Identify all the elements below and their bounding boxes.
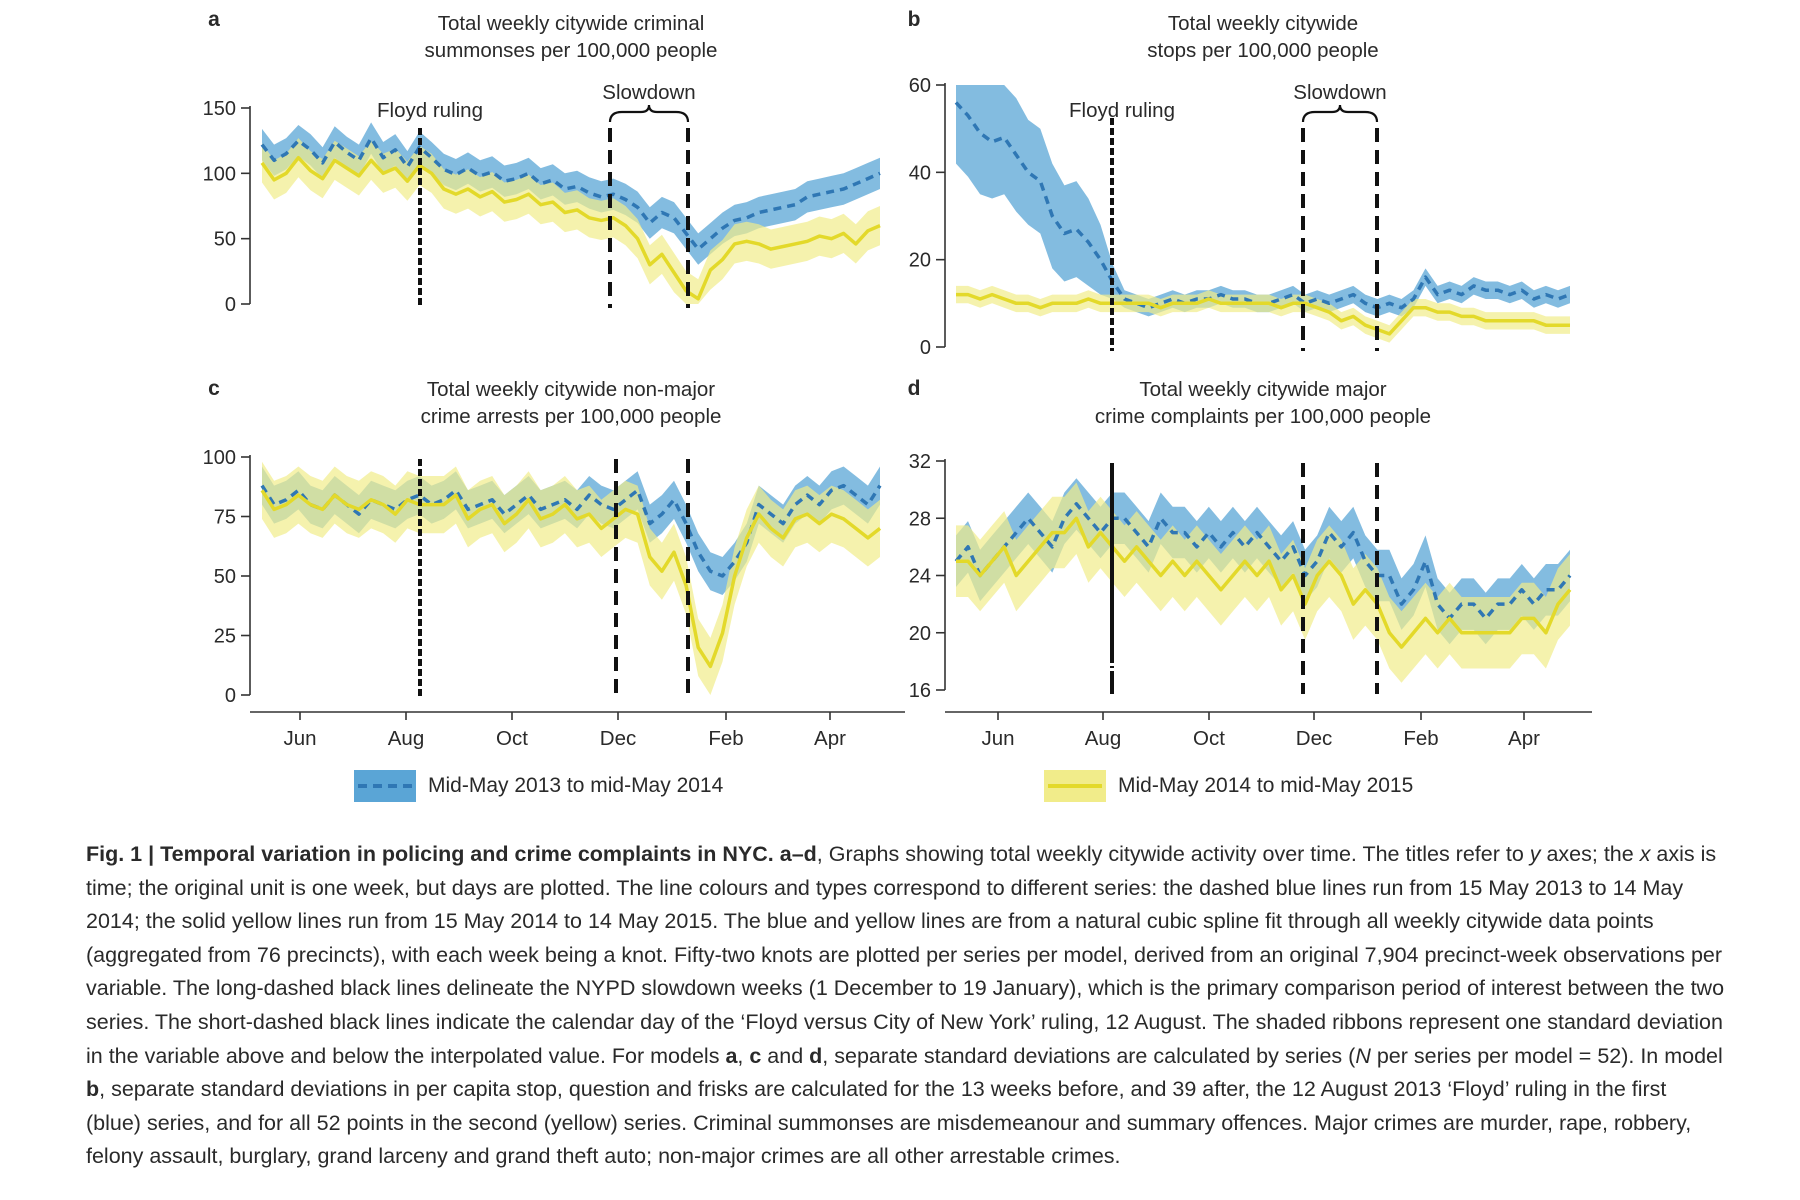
caption-model-b: b (86, 1077, 100, 1102)
y-tick-label-a-100: 100 (203, 163, 236, 185)
slowdown-label-b: Slowdown (1293, 81, 1386, 104)
line-d-yellow-solid (956, 516, 1572, 649)
x-tick-label-right-Jun: Jun (981, 727, 1014, 750)
x-tick-label-left-Oct: Oct (496, 727, 528, 750)
caption-text-7: per series per model = 52). In model (1370, 1043, 1723, 1068)
ribbon-a-yellow (262, 138, 880, 304)
panel-title-b-line2: stops per 100,000 people (1147, 39, 1378, 62)
caption-n: N (1355, 1043, 1371, 1068)
y-tick-label-b-40: 40 (909, 162, 931, 184)
caption-model-c: c (749, 1043, 762, 1068)
floyd-label-b: Floyd ruling (1069, 99, 1175, 122)
x-tick-label-right-Apr: Apr (1508, 727, 1540, 750)
legend-label-series2: Mid-May 2014 to mid-May 2015 (1118, 774, 1414, 797)
slowdown-brace-a (608, 104, 690, 123)
ribbon-b-blue (956, 85, 1570, 317)
floyd-label-a: Floyd ruling (377, 99, 483, 122)
panel-letter-c: c (208, 377, 220, 400)
y-tick-label-d-20: 20 (909, 623, 931, 645)
caption-text-8: , separate standard deviations in per ca… (86, 1077, 1692, 1169)
line-c-yellow-solid (260, 489, 882, 669)
y-tick-label-c-25: 25 (214, 626, 236, 648)
x-tick-label-left-Dec: Dec (600, 727, 636, 750)
x-tick-label-left-Jun: Jun (283, 727, 316, 750)
line-a-yellow-solid (260, 155, 881, 301)
y-tick-label-c-0: 0 (225, 685, 236, 707)
caption-text-3: axis is time; the original unit is one w… (86, 842, 1725, 1068)
slowdown-label-a: Slowdown (602, 81, 695, 104)
x-tick-label-right-Dec: Dec (1296, 727, 1332, 750)
y-tick-label-d-32: 32 (909, 451, 931, 473)
x-tick-label-right-Feb: Feb (1403, 727, 1438, 750)
panel-title-c-line1: Total weekly citywide non-major (427, 378, 715, 401)
x-tick-label-left-Feb: Feb (708, 727, 743, 750)
panel-title-d-line2: crime complaints per 100,000 people (1095, 405, 1431, 428)
x-tick-label-right-Oct: Oct (1193, 727, 1225, 750)
y-tick-label-c-75: 75 (214, 507, 236, 529)
caption-model-d: d (809, 1043, 823, 1068)
legend-label-series1: Mid-May 2013 to mid-May 2014 (428, 774, 724, 797)
panel-title-a-line1: Total weekly citywide criminal (438, 12, 705, 35)
y-tick-label-a-150: 150 (203, 98, 236, 120)
figure-panels: a Total weekly citywide criminal summonses… (203, 8, 1592, 750)
y-tick-label-b-20: 20 (909, 250, 931, 272)
legend-series1: Mid-May 2013 to mid-May 2014 (354, 766, 723, 806)
y-tick-label-a-50: 50 (214, 229, 236, 251)
y-tick-label-d-16: 16 (909, 680, 931, 702)
y-tick-label-c-50: 50 (214, 566, 236, 588)
legend-swatch-blue (354, 770, 416, 802)
panel-letter-d: d (908, 377, 921, 400)
panel-title-b-line1: Total weekly citywide (1168, 12, 1358, 35)
y-tick-label-c-100: 100 (203, 447, 236, 469)
caption-label: Fig. 1 | Temporal variation in policing … (86, 842, 817, 866)
panel-title-c-line2: crime arrests per 100,000 people (421, 405, 722, 428)
line-b-yellow-solid (956, 292, 1570, 336)
x-tick-label-right-Aug: Aug (1085, 727, 1121, 750)
caption-model-a: a (725, 1043, 738, 1068)
ribbon-b-yellow (956, 285, 1570, 343)
x-tick-label-left-Apr: Apr (814, 727, 846, 750)
caption-x: x (1639, 842, 1651, 866)
panel-title-d-line1: Total weekly citywide major (1139, 378, 1386, 401)
panel-letter-b: b (908, 8, 921, 31)
ribbon-c-yellow (262, 461, 880, 695)
y-tick-label-b-60: 60 (909, 75, 931, 97)
caption-text-5: and (761, 1043, 810, 1068)
ribbon-d-yellow (956, 482, 1570, 683)
line-c-blue-dashed (260, 483, 882, 578)
x-tick-label-left-Aug: Aug (388, 727, 424, 750)
slowdown-brace-b (1301, 104, 1379, 123)
line-a-blue-dashed (260, 136, 881, 251)
legend-swatch-yellow (1044, 770, 1106, 802)
panel-title-a-line2: summonses per 100,000 people (425, 39, 718, 62)
y-tick-label-a-0: 0 (225, 294, 236, 316)
panel-letter-a: a (208, 8, 220, 31)
caption-y: y (1529, 842, 1541, 866)
panels-layer: a Total weekly citywide criminal summonses… (203, 8, 1592, 750)
y-tick-label-d-28: 28 (909, 508, 931, 530)
caption-text-6: , separate standard deviations are calcu… (822, 1043, 1356, 1068)
figure-caption: Fig. 1 | Temporal variation in policing … (86, 838, 1726, 1174)
legend-series2: Mid-May 2014 to mid-May 2015 (1044, 766, 1413, 806)
caption-text-1: , Graphs showing total weekly citywide a… (816, 842, 1530, 866)
caption-text-4: , (737, 1043, 750, 1068)
y-tick-label-d-24: 24 (909, 566, 931, 588)
caption-text-2: axes; the (1540, 842, 1640, 866)
y-tick-label-b-0: 0 (920, 337, 931, 359)
